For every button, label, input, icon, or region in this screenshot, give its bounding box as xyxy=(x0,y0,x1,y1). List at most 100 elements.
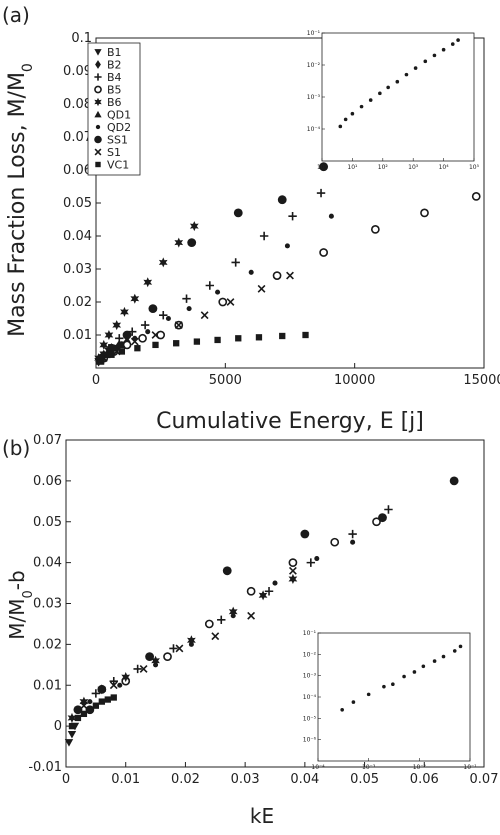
point-b6-shape xyxy=(189,221,199,232)
point-b6 xyxy=(189,221,199,232)
point-vc1-shape xyxy=(98,358,105,365)
point-b5 xyxy=(246,586,256,596)
y-tick-label: 0.06 xyxy=(63,163,92,178)
point-ss1 xyxy=(97,684,107,694)
point-b5 xyxy=(372,517,381,527)
point-s1 xyxy=(151,331,160,339)
point-b6 xyxy=(258,590,268,601)
point-vc1-shape xyxy=(98,698,105,705)
point-s1 xyxy=(175,644,184,653)
point-b4-shape xyxy=(91,689,101,698)
legend-marker-b4 xyxy=(94,73,102,81)
legend-marker-b6-shape xyxy=(94,97,102,107)
point-b6 xyxy=(174,237,184,248)
point-b1-shape xyxy=(70,722,80,731)
point-qd2 xyxy=(119,342,125,348)
inset-y-tick-label: 10⁻² xyxy=(303,651,317,658)
inset-x-tick-label: 10³ xyxy=(408,164,419,171)
point-b6 xyxy=(158,257,168,268)
point-b6-shape xyxy=(130,293,140,304)
point-b4-shape xyxy=(217,615,226,625)
point-qd2-shape xyxy=(87,699,93,705)
point-ss1 xyxy=(145,652,155,662)
y-tick-label: 0.02 xyxy=(63,295,92,310)
point-b5-shape xyxy=(272,271,282,280)
point-b4 xyxy=(348,529,357,539)
point-b4-shape xyxy=(384,505,393,514)
inset-point xyxy=(458,644,463,649)
point-vc1-shape xyxy=(80,710,88,718)
legend-label-b4: B4 xyxy=(107,71,122,84)
point-b6-shape xyxy=(187,635,196,646)
point-vc1 xyxy=(68,722,76,730)
point-vc1-shape xyxy=(118,348,126,355)
point-b5-shape xyxy=(156,330,166,340)
point-b1 xyxy=(70,722,80,731)
point-b6 xyxy=(79,696,89,707)
inset-x-tick-label: 10⁴ xyxy=(439,164,450,171)
point-ss1-shape xyxy=(233,208,243,218)
point-qd2-shape xyxy=(153,662,159,668)
point-qd2 xyxy=(188,641,194,647)
inset-x-tick-label: 10¹ xyxy=(347,164,358,171)
point-b5 xyxy=(420,208,429,218)
point-ss1 xyxy=(300,529,310,539)
point-b4-shape xyxy=(133,664,142,674)
inset-point xyxy=(432,659,437,663)
point-qd2-shape xyxy=(117,682,123,688)
legend-label-b2: B2 xyxy=(107,59,122,72)
point-b5 xyxy=(288,558,298,567)
x-tick-label: 0.05 xyxy=(350,772,379,787)
point-qd2 xyxy=(350,539,356,545)
y-tick-label: 0.08 xyxy=(63,97,92,112)
point-b6-shape xyxy=(258,590,268,601)
inset-point xyxy=(450,42,455,46)
point-qd2 xyxy=(145,329,151,335)
point-s1-shape xyxy=(109,681,118,690)
point-b4 xyxy=(316,188,326,198)
inset-y-tick-label: 10⁻² xyxy=(307,62,321,69)
legend-marker-qd2 xyxy=(95,124,101,130)
point-b4 xyxy=(133,664,142,674)
point-b6-shape xyxy=(79,696,89,707)
y-tick-label: 0.03 xyxy=(33,597,62,612)
inset-point xyxy=(441,47,446,52)
legend-marker-b2-shape xyxy=(95,60,101,69)
point-s1-shape xyxy=(286,271,294,280)
y-tick-label: 0.04 xyxy=(33,556,62,571)
point-qd2-shape xyxy=(119,342,125,348)
point-s1 xyxy=(174,321,183,330)
point-s1 xyxy=(79,701,88,710)
point-vc1 xyxy=(235,335,242,342)
legend-marker-qd1 xyxy=(94,110,102,118)
point-s1 xyxy=(109,681,118,690)
chart-b: (b) 0 0.01 0.02 0.03 0.04 0.05 0.06 0.07 -0.010… xyxy=(2,433,498,828)
point-b4 xyxy=(140,320,150,330)
point-b6 xyxy=(121,672,131,683)
point-qd2 xyxy=(272,580,278,586)
point-vc1-shape xyxy=(302,331,309,339)
point-b5-shape xyxy=(288,558,298,567)
point-b6-shape xyxy=(174,237,184,248)
y-tick-label: 0.03 xyxy=(63,262,92,277)
point-s1-shape xyxy=(139,664,148,673)
inset-point xyxy=(404,72,409,77)
inset-frame-b xyxy=(317,632,471,762)
legend-label-qd1: QD1 xyxy=(107,109,131,122)
legend-marker-qd2-shape xyxy=(95,124,101,130)
y-tick-label: 0.07 xyxy=(63,130,92,145)
point-qd2 xyxy=(314,556,320,562)
point-ss1 xyxy=(73,705,83,715)
point-ss1-shape xyxy=(97,684,107,694)
point-vc1 xyxy=(98,358,105,365)
point-b6 xyxy=(99,339,109,350)
point-b4-shape xyxy=(264,587,274,596)
series-b1 xyxy=(64,722,80,747)
y-tick-label: 0.05 xyxy=(33,515,62,530)
inset-point xyxy=(413,66,418,70)
point-qd2-shape xyxy=(314,556,320,562)
point-b5 xyxy=(156,330,166,340)
legend-marker-b1-shape xyxy=(94,49,102,56)
point-qd2-shape xyxy=(284,243,290,249)
point-b5 xyxy=(370,225,380,234)
